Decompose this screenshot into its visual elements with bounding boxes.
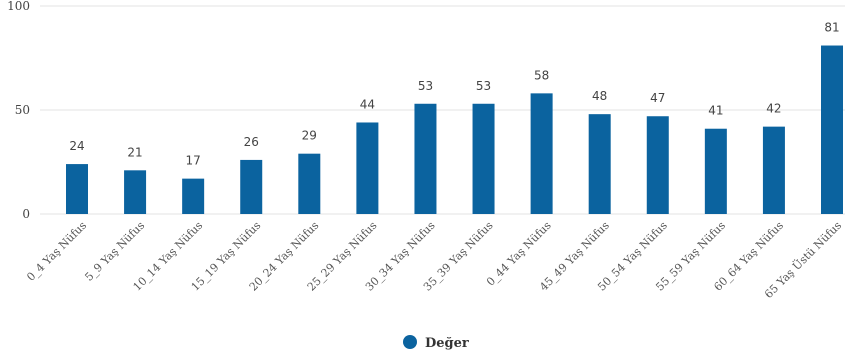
- legend[interactable]: Değer: [403, 335, 469, 351]
- y-axis-ticks: 0 50 100: [7, 0, 30, 221]
- bar[interactable]: [588, 114, 611, 214]
- y-tick-label: 0: [22, 207, 30, 221]
- data-label: 48: [592, 89, 607, 103]
- legend-marker: [403, 335, 417, 349]
- data-label: 26: [244, 135, 259, 149]
- bars: [66, 45, 843, 214]
- bar[interactable]: [182, 178, 205, 214]
- data-label: 53: [418, 79, 433, 93]
- data-label: 81: [824, 21, 839, 35]
- x-tick-label: 0_4 Yaş Nüfus: [24, 219, 89, 284]
- data-label: 21: [127, 145, 142, 159]
- bar[interactable]: [530, 93, 553, 214]
- data-labels: 24 21 17 26 29 44 53 53 58 48 47 41 42 81: [69, 21, 839, 168]
- y-tick-label: 100: [7, 0, 30, 13]
- data-label: 47: [650, 91, 665, 105]
- data-label: 42: [766, 102, 781, 116]
- bar[interactable]: [66, 164, 88, 214]
- bar[interactable]: [298, 153, 321, 214]
- data-label: 24: [69, 139, 84, 153]
- bar[interactable]: [762, 126, 785, 214]
- data-label: 53: [476, 79, 491, 93]
- legend-label: Değer: [425, 336, 469, 351]
- data-label: 58: [534, 68, 549, 82]
- bar[interactable]: [821, 45, 843, 214]
- bar[interactable]: [704, 128, 727, 214]
- bar[interactable]: [646, 116, 669, 214]
- data-label: 17: [186, 154, 201, 168]
- bar[interactable]: [356, 122, 379, 214]
- y-tick-label: 50: [15, 103, 30, 117]
- x-tick-label: 5_9 Yaş Nüfus: [82, 219, 147, 284]
- bar[interactable]: [414, 103, 437, 214]
- bar[interactable]: [240, 159, 263, 214]
- bar[interactable]: [472, 103, 495, 214]
- data-label: 41: [708, 104, 723, 118]
- data-label: 29: [302, 129, 317, 143]
- bar[interactable]: [124, 170, 147, 214]
- data-label: 44: [360, 97, 375, 111]
